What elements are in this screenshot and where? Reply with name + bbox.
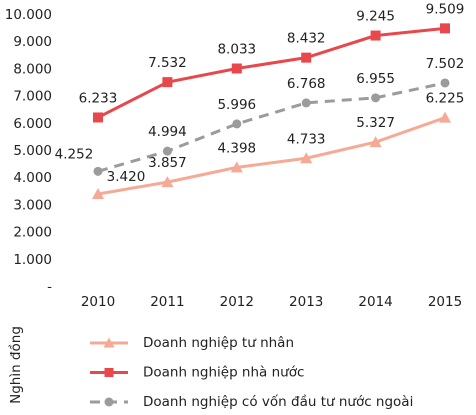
series-line (97, 116, 446, 196)
data-label: 4.252 (55, 146, 94, 162)
marker (301, 52, 312, 63)
x-tick-label: 2015 (428, 294, 462, 310)
marker (370, 30, 381, 41)
data-label: 4.733 (287, 131, 326, 147)
marker (301, 98, 311, 108)
data-label: 4.994 (148, 124, 187, 140)
marker (232, 119, 242, 129)
marker (440, 23, 450, 34)
y-tick-label: 3.000 (13, 197, 52, 213)
x-tick-label: 2013 (289, 294, 323, 310)
y-tick-label: 5.000 (13, 143, 52, 159)
data-label: 6.955 (356, 71, 395, 87)
marker (230, 161, 243, 173)
y-tick-label: 2.000 (13, 225, 52, 241)
y-tick-label: 1.000 (13, 252, 52, 268)
data-label: 9.245 (356, 9, 395, 25)
data-label: 9.509 (426, 1, 465, 17)
data-label: 4.398 (217, 140, 256, 156)
y-tick-label: 9.000 (13, 34, 52, 50)
y-tick-label: 7.000 (13, 89, 52, 105)
x-tick-label: 2011 (150, 294, 184, 310)
marker (93, 112, 103, 123)
marker (103, 337, 115, 348)
marker (231, 63, 242, 74)
data-label: 6.768 (287, 76, 326, 92)
y-tick-label: 4.000 (13, 170, 52, 186)
data-label: 3.857 (148, 155, 187, 171)
marker (440, 78, 450, 88)
x-tick-label: 2014 (358, 294, 392, 310)
marker (92, 187, 104, 199)
legend-label: Doanh nghiệp tư nhân (143, 335, 294, 351)
marker (93, 166, 103, 176)
x-tick-label: 2010 (81, 294, 115, 310)
marker (369, 136, 382, 148)
data-label: 6.233 (79, 90, 118, 106)
y-tick-label: 8.000 (13, 61, 52, 77)
marker (371, 93, 381, 103)
x-tick-label: 2012 (220, 294, 254, 310)
marker (161, 176, 174, 188)
legend-label: Doanh nghiệp có vốn đầu tư nước ngoài (143, 393, 413, 410)
series-line (97, 81, 446, 173)
marker (162, 77, 173, 88)
marker (162, 146, 172, 156)
y-tick-label: 6.000 (13, 116, 52, 132)
data-label: 5.327 (356, 115, 395, 131)
data-label: 7.502 (426, 56, 465, 72)
y-tick-label: 10.000 (5, 7, 52, 23)
data-label: 3.420 (107, 169, 146, 185)
data-label: 8.432 (287, 31, 326, 47)
data-label: 8.033 (217, 42, 256, 58)
series-line (97, 26, 446, 119)
data-label: 5.996 (217, 97, 256, 113)
legend-label: Doanh nghiệp nhà nước (143, 365, 304, 381)
marker (104, 397, 114, 407)
data-label: 7.532 (148, 55, 187, 71)
marker (439, 111, 451, 123)
y-tick-label: - (47, 279, 52, 295)
marker (300, 152, 313, 164)
data-label: 6.225 (426, 91, 465, 107)
marker (104, 368, 114, 377)
y-axis-label: Nghìn đồng (7, 326, 24, 404)
